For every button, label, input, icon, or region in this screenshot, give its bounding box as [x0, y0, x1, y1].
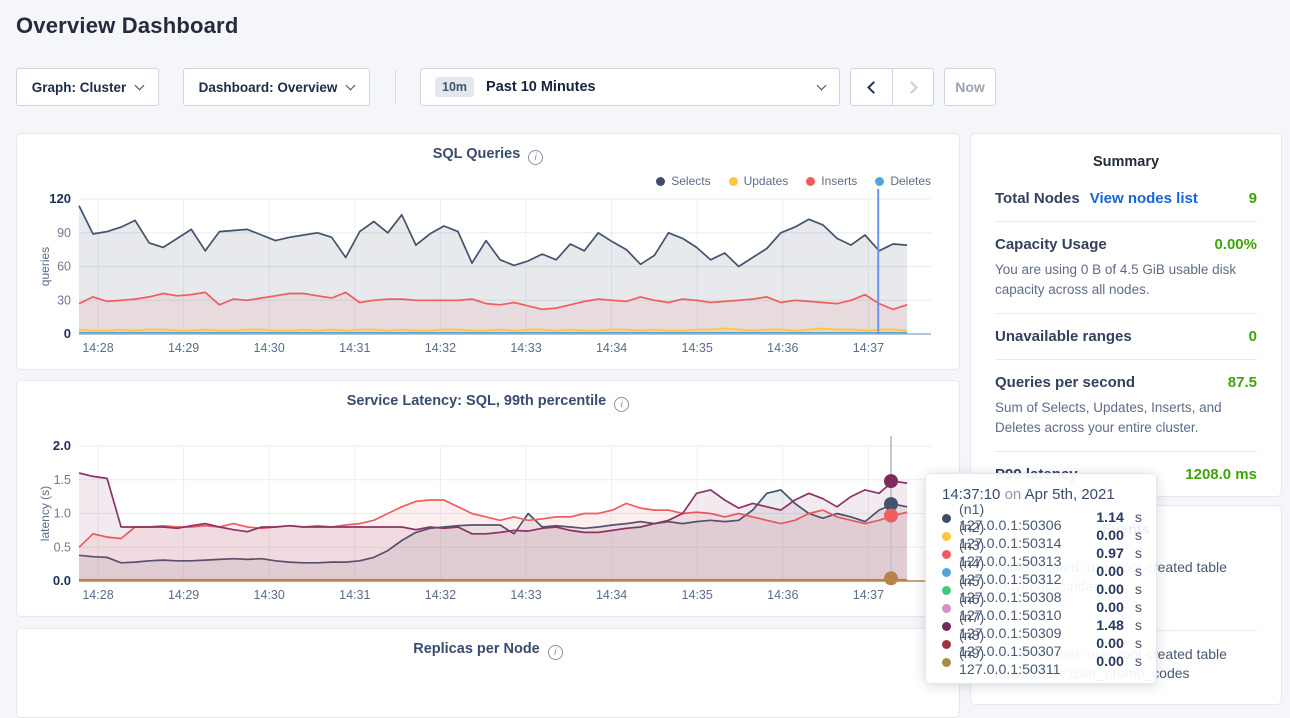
- summary-description: Sum of Selects, Updates, Inserts, and De…: [995, 398, 1257, 437]
- svg-text:14:36: 14:36: [767, 588, 798, 602]
- svg-text:14:33: 14:33: [510, 588, 541, 602]
- summary-title: Summary: [995, 134, 1257, 176]
- replicas-chart-panel: Replicas per Node i: [16, 628, 960, 718]
- svg-text:14:31: 14:31: [339, 588, 370, 602]
- svg-text:1.5: 1.5: [54, 473, 71, 487]
- sql-queries-chart[interactable]: 14:28 14:29 14:30 14:31 14:32 14:33 14:34 14:35…: [17, 134, 961, 371]
- chevron-down-icon: [346, 80, 356, 90]
- summary-row-unavailable-ranges: Unavailable ranges 0: [995, 314, 1257, 360]
- svg-text:0: 0: [64, 326, 71, 341]
- svg-text:90: 90: [57, 226, 71, 240]
- summary-value: 1208.0 ms: [1185, 466, 1257, 483]
- dashboard-dropdown-label: Dashboard: Overview: [199, 80, 338, 95]
- chevron-right-icon: [905, 81, 918, 94]
- chevron-left-icon: [867, 81, 880, 94]
- divider: [395, 70, 396, 104]
- series-color-dot: [942, 568, 951, 577]
- summary-description: You are using 0 B of 4.5 GiB usable disk…: [995, 260, 1257, 299]
- svg-text:14:34: 14:34: [596, 341, 627, 355]
- series-color-dot: [942, 514, 951, 523]
- svg-text:14:29: 14:29: [168, 588, 199, 602]
- time-prev-button[interactable]: [851, 69, 892, 105]
- svg-text:1.0: 1.0: [54, 507, 71, 521]
- svg-text:14:32: 14:32: [425, 341, 456, 355]
- graph-dropdown-label: Graph: Cluster: [32, 80, 127, 95]
- svg-text:14:31: 14:31: [339, 341, 370, 355]
- summary-value: 0: [1249, 328, 1257, 345]
- svg-text:2.0: 2.0: [53, 438, 71, 453]
- svg-text:14:30: 14:30: [254, 341, 285, 355]
- svg-text:14:32: 14:32: [425, 588, 456, 602]
- svg-text:queries: queries: [38, 247, 52, 286]
- series-color-dot: [942, 550, 951, 559]
- chevron-down-icon: [817, 80, 827, 90]
- time-range-dropdown[interactable]: 10m Past 10 Minutes: [420, 68, 840, 106]
- series-color-dot: [942, 622, 951, 631]
- svg-text:120: 120: [49, 191, 71, 206]
- svg-text:14:29: 14:29: [168, 341, 199, 355]
- chart-title-text: Replicas per Node: [413, 641, 540, 657]
- svg-text:14:37: 14:37: [853, 588, 884, 602]
- svg-text:60: 60: [57, 260, 71, 274]
- summary-value: 0.00%: [1214, 236, 1257, 253]
- series-color-dot: [942, 604, 951, 613]
- summary-row-capacity: Capacity Usage 0.00% You are using 0 B o…: [995, 222, 1257, 314]
- svg-text:14:36: 14:36: [767, 341, 798, 355]
- tooltip-row: (n9) 127.0.0.1:503110.00s: [942, 653, 1142, 671]
- series-color-dot: [942, 586, 951, 595]
- latency-chart[interactable]: 14:28 14:29 14:30 14:31 14:32 14:33 14:34 14:35…: [17, 381, 961, 618]
- svg-text:14:37: 14:37: [853, 341, 884, 355]
- chart-tooltip: 14:37:10 on Apr 5th, 2021 (n1) 127.0.0.1…: [925, 473, 1157, 684]
- chevron-down-icon: [135, 80, 145, 90]
- svg-text:latency (s): latency (s): [38, 486, 52, 541]
- svg-text:14:33: 14:33: [510, 341, 541, 355]
- summary-panel: Summary Total Nodes View nodes list 9 Ca…: [970, 133, 1282, 497]
- time-range-badge: 10m: [435, 77, 474, 97]
- summary-row-total-nodes: Total Nodes View nodes list 9: [995, 176, 1257, 222]
- tooltip-timestamp: 14:37:10 on Apr 5th, 2021: [942, 486, 1142, 503]
- series-color-dot: [942, 640, 951, 649]
- svg-text:14:34: 14:34: [596, 588, 627, 602]
- dashboard-dropdown[interactable]: Dashboard: Overview: [183, 68, 370, 106]
- svg-text:14:30: 14:30: [254, 588, 285, 602]
- time-range-label: Past 10 Minutes: [486, 79, 596, 95]
- svg-text:14:35: 14:35: [682, 588, 713, 602]
- latency-chart-panel: Service Latency: SQL, 99th percentilei 1…: [16, 380, 960, 617]
- sql-queries-chart-panel: SQL Queriesi Selects Updates Inserts Del…: [16, 133, 960, 370]
- page-title: Overview Dashboard: [16, 13, 238, 39]
- view-nodes-list-link[interactable]: View nodes list: [1090, 190, 1198, 207]
- summary-row-qps: Queries per second 87.5 Sum of Selects, …: [995, 360, 1257, 452]
- svg-text:14:35: 14:35: [682, 341, 713, 355]
- summary-value: 87.5: [1228, 374, 1257, 391]
- graph-dropdown[interactable]: Graph: Cluster: [16, 68, 159, 106]
- svg-text:0.5: 0.5: [54, 540, 71, 554]
- summary-value: 9: [1249, 190, 1257, 207]
- series-color-dot: [942, 532, 951, 541]
- svg-text:0.0: 0.0: [53, 573, 71, 588]
- time-step-buttons: [850, 68, 934, 106]
- chart-title: Replicas per Node i: [17, 641, 959, 660]
- svg-text:14:28: 14:28: [82, 588, 113, 602]
- svg-text:14:28: 14:28: [82, 341, 113, 355]
- info-icon[interactable]: i: [548, 645, 563, 660]
- time-next-button[interactable]: [892, 69, 933, 105]
- svg-text:30: 30: [57, 293, 71, 307]
- now-button[interactable]: Now: [944, 68, 996, 106]
- series-color-dot: [942, 658, 951, 667]
